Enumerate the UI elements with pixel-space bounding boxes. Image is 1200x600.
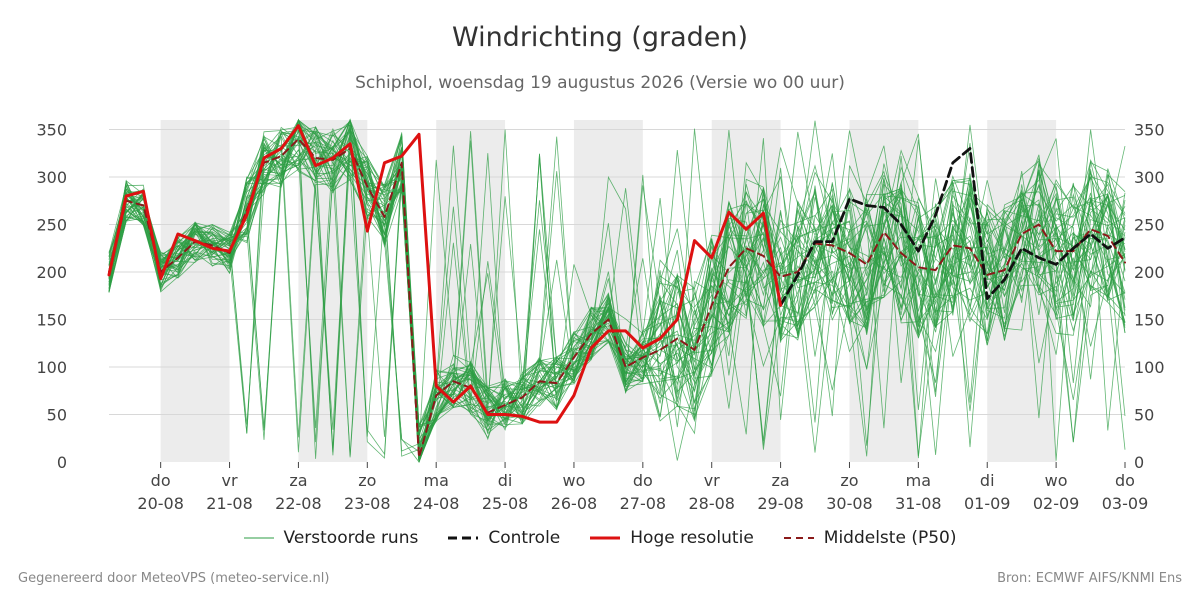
x-tick-label-day: do <box>1115 471 1135 490</box>
footer-generator: Gegenereerd door MeteoVPS (meteo-service… <box>18 571 330 586</box>
ensemble-member-line <box>108 126 1126 451</box>
legend-swatch-highres <box>590 536 621 540</box>
y-tick-label-right: 200 <box>1134 263 1165 282</box>
y-tick-label-right: 100 <box>1134 358 1165 377</box>
x-tick-label-day: za <box>289 471 307 490</box>
x-tick-label-day: za <box>771 471 789 490</box>
x-tick-label-date: 01-09 <box>964 494 1011 513</box>
ensemble-member-line <box>108 131 1126 459</box>
y-tick-label-left: 350 <box>36 121 67 140</box>
y-tick-label-right: 350 <box>1134 121 1165 140</box>
y-tick-label-right: 300 <box>1134 168 1165 187</box>
x-tick-label-date: 28-08 <box>688 494 735 513</box>
x-tick-label-date: 27-08 <box>620 494 667 513</box>
legend-label-control: Controle <box>488 528 561 548</box>
y-tick-label-left: 100 <box>36 358 67 377</box>
ensemble-member-line <box>108 120 1126 457</box>
y-tick-label-right: 0 <box>1134 453 1144 472</box>
x-tick-label-day: do <box>633 471 653 490</box>
series-line-median <box>108 138 1126 459</box>
series-line-control <box>779 147 1127 307</box>
x-tick-label-day: di <box>980 471 995 490</box>
legend-item-perturbed: Verstoorde runs <box>243 528 419 548</box>
ensemble-member-line <box>108 126 1126 463</box>
footer-source: Bron: ECMWF AIFS/KNMI Ens <box>997 571 1182 586</box>
y-tick-label-right: 150 <box>1134 311 1165 330</box>
axes: 0 0 50 50 100 100 150 150 200 200 250 250 300 300 350 3… <box>36 121 1164 514</box>
y-tick-label-left: 0 <box>57 453 67 472</box>
legend-item-control: Controle <box>448 528 560 548</box>
y-tick-label-right: 50 <box>1134 406 1154 425</box>
x-tick-label-day: wo <box>563 471 586 490</box>
x-tick-label-date: 02-09 <box>1033 494 1080 513</box>
legend: Verstoorde runs Controle Hoge resolutie … <box>0 528 1200 548</box>
x-tick-label-day: zo <box>840 471 858 490</box>
legend-item-highres: Hoge resolutie <box>590 528 754 548</box>
chart-title: Windrichting (graden) <box>451 22 749 53</box>
ensemble-member-line <box>108 124 1126 463</box>
legend-swatch-perturbed <box>243 537 274 539</box>
shaded-day-band <box>573 120 643 462</box>
y-tick-label-left: 300 <box>36 168 67 187</box>
legend-label-median: Middelste (P50) <box>823 528 957 548</box>
x-tick-label-day: zo <box>358 471 376 490</box>
legend-label-highres: Hoge resolutie <box>630 528 754 548</box>
x-tick-label-day: vr <box>222 471 238 490</box>
x-tick-label-date: 26-08 <box>551 494 598 513</box>
x-tick-label-date: 29-08 <box>757 494 804 513</box>
x-tick-label-date: 31-08 <box>895 494 942 513</box>
x-tick-label-date: 30-08 <box>826 494 873 513</box>
y-tick-label-left: 150 <box>36 311 67 330</box>
legend-swatch-control <box>448 536 479 540</box>
legend-label-perturbed: Verstoorde runs <box>283 528 419 548</box>
x-tick-label-date: 24-08 <box>413 494 460 513</box>
x-tick-label-date: 23-08 <box>344 494 391 513</box>
x-tick-label-date: 22-08 <box>275 494 322 513</box>
y-tick-label-left: 50 <box>47 406 67 425</box>
x-tick-label-day: di <box>498 471 513 490</box>
x-tick-label-date: 03-09 <box>1102 494 1149 513</box>
legend-item-median: Middelste (P50) <box>783 528 957 548</box>
x-tick-label-day: wo <box>1045 471 1068 490</box>
y-tick-label-left: 200 <box>36 263 67 282</box>
x-tick-label-date: 25-08 <box>482 494 529 513</box>
x-tick-label-day: vr <box>704 471 720 490</box>
y-tick-label-left: 250 <box>36 216 67 235</box>
y-tick-label-right: 250 <box>1134 216 1165 235</box>
main-series <box>107 124 1127 459</box>
x-tick-label-date: 20-08 <box>137 494 184 513</box>
x-tick-label-day: ma <box>423 471 448 490</box>
x-tick-label-date: 21-08 <box>206 494 253 513</box>
ensemble-member-line <box>108 119 1126 463</box>
x-tick-label-day: do <box>151 471 171 490</box>
legend-swatch-median <box>783 537 814 539</box>
wind-direction-chart: 0 0 50 50 100 100 150 150 200 200 250 250 300 300 350 3… <box>36 118 1165 514</box>
x-tick-label-day: ma <box>906 471 931 490</box>
series-line-highres <box>107 124 783 424</box>
chart-subtitle: Schiphol, woensdag 19 augustus 2026 (Ver… <box>355 73 845 93</box>
shaded-day-band <box>160 120 230 462</box>
